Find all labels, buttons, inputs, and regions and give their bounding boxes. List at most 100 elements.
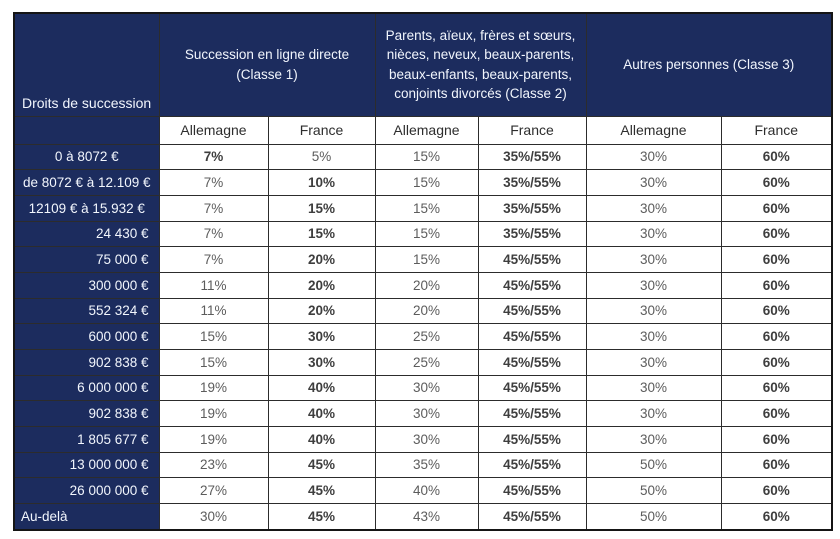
country-header: Allemagne xyxy=(374,115,479,145)
table-row: 902 838 €19% 40% 30% 45%/55% 30% 60% xyxy=(13,400,833,427)
value-cell: 60% xyxy=(720,425,833,453)
group-header-row: Droits de succession Succession en ligne… xyxy=(13,12,833,117)
value-cell: 20% xyxy=(267,297,376,325)
group-header-classe2: Parents, aïeux, frères et sœurs, nièces,… xyxy=(374,12,587,117)
group-header-classe1: Succession en ligne directe (Classe 1) xyxy=(158,12,376,117)
value-cell: 45% xyxy=(267,502,376,531)
value-cell: 45%/55% xyxy=(477,297,587,325)
value-cell: 35% xyxy=(374,451,479,479)
table-row: 552 324 €11% 20% 20% 45%/55% 30% 60% xyxy=(13,297,833,325)
value-cell: 30% xyxy=(585,194,722,222)
value-cell: 60% xyxy=(720,246,833,273)
value-cell: 7% xyxy=(158,143,269,171)
value-cell: 60% xyxy=(720,143,833,171)
value-cell: 30% xyxy=(585,271,722,299)
value-cell: 23% xyxy=(158,451,269,479)
table-row: 12109 € à 15.932 €7% 15% 15% 35%/55% 30% 60% xyxy=(13,194,833,222)
value-cell: 11% xyxy=(158,297,269,325)
value-cell: 15% xyxy=(267,220,376,248)
value-cell: 30% xyxy=(374,400,479,427)
row-label: 0 à 8072 € xyxy=(13,143,160,171)
country-header-row: Allemagne France Allemagne France Allema… xyxy=(13,115,833,145)
value-cell: 15% xyxy=(158,323,269,350)
value-cell: 15% xyxy=(374,169,479,196)
country-header: Allemagne xyxy=(158,115,269,145)
row-label: de 8072 € à 12.109 € xyxy=(13,169,160,196)
value-cell: 35%/55% xyxy=(477,169,587,196)
value-cell: 50% xyxy=(585,451,722,479)
table-row: 6 000 000 €19% 40% 30% 45%/55% 30% 60% xyxy=(13,374,833,402)
value-cell: 60% xyxy=(720,194,833,222)
value-cell: 60% xyxy=(720,400,833,427)
value-cell: 20% xyxy=(374,297,479,325)
value-cell: 27% xyxy=(158,477,269,504)
value-cell: 7% xyxy=(158,194,269,222)
corner-header: Droits de succession xyxy=(13,12,160,117)
country-header: Allemagne xyxy=(585,115,722,145)
value-cell: 35%/55% xyxy=(477,220,587,248)
row-label: 902 838 € xyxy=(13,400,160,427)
value-cell: 40% xyxy=(374,477,479,504)
row-label: Au-delà xyxy=(13,502,160,531)
row-label: 1 805 677 € xyxy=(13,425,160,453)
row-label: 6 000 000 € xyxy=(13,374,160,402)
value-cell: 30% xyxy=(585,246,722,273)
value-cell: 30% xyxy=(374,374,479,402)
value-cell: 40% xyxy=(267,400,376,427)
row-label: 902 838 € xyxy=(13,348,160,376)
value-cell: 45% xyxy=(267,451,376,479)
value-cell: 60% xyxy=(720,323,833,350)
table-body: 0 à 8072 €7% 5% 15% 35%/55% 30% 60% de 8072 € … xyxy=(13,143,833,531)
value-cell: 60% xyxy=(720,271,833,299)
table-row: 24 430 €7% 15% 15% 35%/55% 30% 60% xyxy=(13,220,833,248)
table-row: 902 838 €15% 30% 25% 45%/55% 30% 60% xyxy=(13,348,833,376)
value-cell: 25% xyxy=(374,348,479,376)
value-cell: 30% xyxy=(267,348,376,376)
value-cell: 35%/55% xyxy=(477,143,587,171)
value-cell: 30% xyxy=(585,400,722,427)
value-cell: 15% xyxy=(374,194,479,222)
value-cell: 20% xyxy=(267,246,376,273)
row-label: 13 000 000 € xyxy=(13,451,160,479)
corner-empty-cell xyxy=(13,115,160,145)
country-header: France xyxy=(720,115,833,145)
table-row: Au-delà 30% 45% 43% 45%/55% 50% 60% xyxy=(13,502,833,531)
value-cell: 50% xyxy=(585,477,722,504)
value-cell: 30% xyxy=(585,143,722,171)
country-header: France xyxy=(267,115,376,145)
table-row: 600 000 €15% 30% 25% 45%/55% 30% 60% xyxy=(13,323,833,350)
value-cell: 19% xyxy=(158,425,269,453)
value-cell: 19% xyxy=(158,400,269,427)
value-cell: 43% xyxy=(374,502,479,531)
value-cell: 15% xyxy=(374,143,479,171)
value-cell: 15% xyxy=(267,194,376,222)
value-cell: 45%/55% xyxy=(477,425,587,453)
table-row: de 8072 € à 12.109 €7% 10% 15% 35%/55% 30% 60… xyxy=(13,169,833,196)
row-label: 75 000 € xyxy=(13,246,160,273)
value-cell: 60% xyxy=(720,348,833,376)
value-cell: 60% xyxy=(720,374,833,402)
value-cell: 25% xyxy=(374,323,479,350)
value-cell: 60% xyxy=(720,502,833,531)
value-cell: 7% xyxy=(158,169,269,196)
value-cell: 11% xyxy=(158,271,269,299)
value-cell: 7% xyxy=(158,246,269,273)
value-cell: 30% xyxy=(158,502,269,531)
table-row: 13 000 000 €23% 45% 35% 45%/55% 50% 60% xyxy=(13,451,833,479)
value-cell: 40% xyxy=(267,374,376,402)
value-cell: 30% xyxy=(267,323,376,350)
row-label: 24 430 € xyxy=(13,220,160,248)
value-cell: 15% xyxy=(374,220,479,248)
value-cell: 30% xyxy=(585,169,722,196)
row-label: 600 000 € xyxy=(13,323,160,350)
value-cell: 50% xyxy=(585,502,722,531)
value-cell: 30% xyxy=(585,374,722,402)
value-cell: 30% xyxy=(585,220,722,248)
row-label: 12109 € à 15.932 € xyxy=(13,194,160,222)
table-row: 26 000 000 €27% 45% 40% 45%/55% 50% 60% xyxy=(13,477,833,504)
value-cell: 60% xyxy=(720,451,833,479)
value-cell: 20% xyxy=(267,271,376,299)
value-cell: 10% xyxy=(267,169,376,196)
value-cell: 45%/55% xyxy=(477,323,587,350)
value-cell: 30% xyxy=(374,425,479,453)
